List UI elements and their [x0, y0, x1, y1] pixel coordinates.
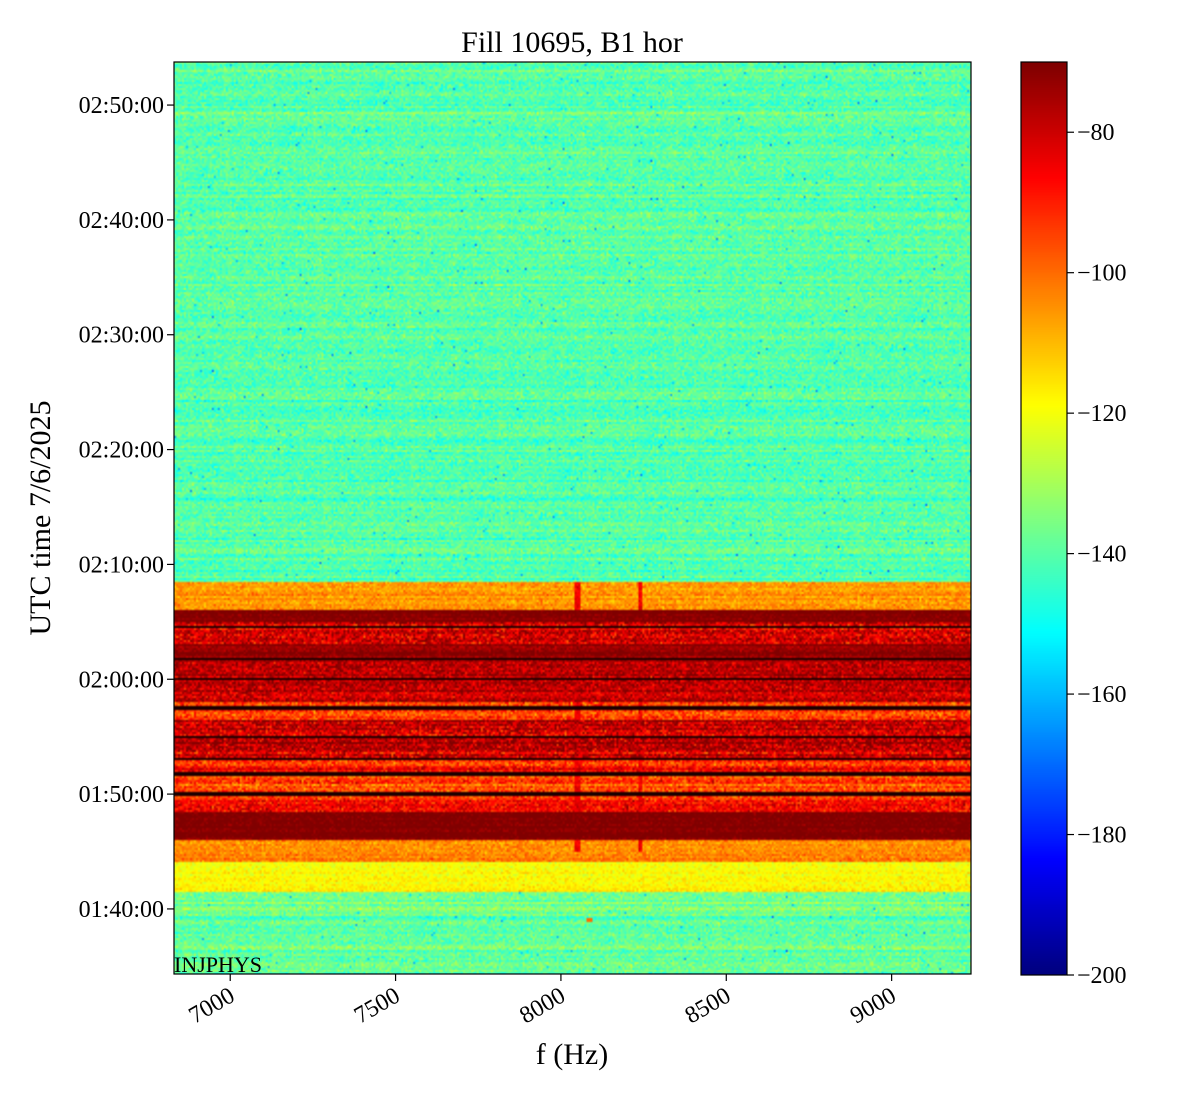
y-tick-label: 02:50:00: [79, 93, 164, 119]
colorbar-tick-label: −200: [1077, 963, 1127, 989]
plot-frame: [173, 61, 972, 975]
y-tick-label: 02:20:00: [79, 438, 164, 464]
x-tick-label: 7500: [350, 983, 405, 1030]
colorbar-gradient: [1021, 62, 1067, 975]
x-axis: 7000 7500 8000 8500 9000: [185, 974, 901, 1029]
heatmap-image: [174, 62, 971, 974]
colorbar-frame: [1020, 61, 1068, 976]
y-axis: 01:40:00 01:50:00 02:00:00 02:10:00 02:20:00…: [79, 93, 174, 923]
colorbar-tick-label: −160: [1077, 682, 1127, 708]
chart-title: Fill 10695, B1 hor: [461, 26, 683, 59]
colorbar-tick-label: −80: [1077, 120, 1115, 146]
y-tick-label: 02:40:00: [79, 208, 164, 234]
x-tick-label: 9000: [846, 983, 901, 1030]
colorbar-tick-label: −120: [1077, 401, 1127, 427]
annotation-label: INJPHYS: [174, 952, 262, 977]
plot-area: INJPHYS: [173, 61, 972, 977]
y-tick-label: 01:50:00: [79, 782, 164, 808]
colorbar-ticks: −80 −100 −120 −140 −160 −180 −200: [1067, 120, 1127, 989]
y-tick-label: 01:40:00: [79, 897, 164, 923]
y-tick-label: 02:00:00: [79, 667, 164, 693]
colorbar-tick-label: −180: [1077, 823, 1127, 849]
y-tick-label: 02:10:00: [79, 552, 164, 578]
x-tick-label: 7000: [185, 983, 240, 1030]
x-tick-label: 8500: [681, 983, 736, 1030]
x-tick-label: 8000: [515, 983, 570, 1030]
y-tick-label: 02:30:00: [79, 323, 164, 349]
x-axis-label: f (Hz): [536, 1038, 608, 1071]
colorbar-tick-label: −140: [1077, 542, 1127, 568]
y-axis-label: UTC time 7/6/2025: [24, 401, 57, 636]
colorbar: −80 −100 −120 −140 −160 −180 −200: [1020, 61, 1127, 989]
colorbar-tick-label: −100: [1077, 261, 1127, 287]
